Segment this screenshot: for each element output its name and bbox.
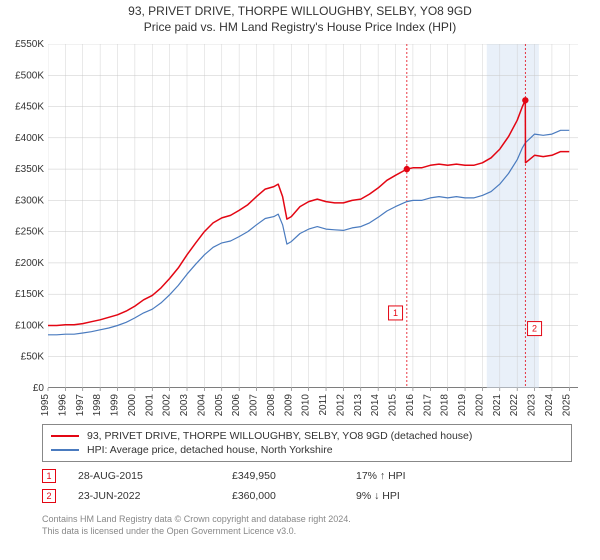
svg-text:2: 2 bbox=[532, 324, 537, 334]
svg-text:£400K: £400K bbox=[15, 133, 44, 144]
svg-text:2017: 2017 bbox=[422, 394, 433, 417]
legend-swatch bbox=[51, 449, 79, 451]
svg-text:£350K: £350K bbox=[15, 164, 44, 175]
svg-text:2008: 2008 bbox=[266, 394, 277, 417]
chart-title: 93, PRIVET DRIVE, THORPE WILLOUGHBY, SEL… bbox=[0, 4, 600, 18]
svg-text:2007: 2007 bbox=[249, 394, 260, 417]
svg-text:2022: 2022 bbox=[509, 394, 520, 417]
footer-line: Contains HM Land Registry data © Crown c… bbox=[42, 514, 572, 526]
legend-label: 93, PRIVET DRIVE, THORPE WILLOUGHBY, SEL… bbox=[87, 430, 472, 442]
svg-text:2004: 2004 bbox=[196, 394, 207, 417]
chart-subtitle: Price paid vs. HM Land Registry's House … bbox=[0, 20, 600, 34]
legend-item: HPI: Average price, detached house, Nort… bbox=[51, 443, 563, 457]
svg-text:2009: 2009 bbox=[283, 394, 294, 417]
sales-table: 1 28-AUG-2015 £349,950 17% ↑ HPI 2 23-JU… bbox=[42, 466, 572, 506]
svg-text:1999: 1999 bbox=[110, 394, 121, 417]
svg-text:2016: 2016 bbox=[405, 394, 416, 417]
legend-swatch bbox=[51, 435, 79, 437]
svg-text:£50K: £50K bbox=[21, 352, 45, 363]
svg-text:2020: 2020 bbox=[474, 394, 485, 417]
chart-container: 93, PRIVET DRIVE, THORPE WILLOUGHBY, SEL… bbox=[0, 0, 600, 560]
y-axis: £0£50K£100K£150K£200K£250K£300K£350K£400… bbox=[0, 36, 48, 396]
plot-svg: 12 bbox=[48, 44, 578, 388]
title-block: 93, PRIVET DRIVE, THORPE WILLOUGHBY, SEL… bbox=[0, 0, 600, 34]
svg-text:2015: 2015 bbox=[388, 394, 399, 417]
svg-text:£100K: £100K bbox=[15, 320, 44, 331]
svg-text:2005: 2005 bbox=[214, 394, 225, 417]
legend-item: 93, PRIVET DRIVE, THORPE WILLOUGHBY, SEL… bbox=[51, 429, 563, 443]
footer-line: This data is licensed under the Open Gov… bbox=[42, 526, 572, 538]
svg-text:£500K: £500K bbox=[15, 70, 44, 81]
svg-text:£200K: £200K bbox=[15, 258, 44, 269]
svg-text:2024: 2024 bbox=[544, 394, 555, 417]
sale-row: 2 23-JUN-2022 £360,000 9% ↓ HPI bbox=[42, 486, 572, 506]
svg-text:1995: 1995 bbox=[40, 394, 51, 417]
sale-change: 9% ↓ HPI bbox=[356, 490, 476, 502]
svg-text:2001: 2001 bbox=[144, 394, 155, 417]
sale-date: 23-JUN-2022 bbox=[78, 490, 228, 502]
svg-text:2018: 2018 bbox=[440, 394, 451, 417]
svg-text:2002: 2002 bbox=[162, 394, 173, 417]
svg-text:2011: 2011 bbox=[318, 394, 329, 416]
sale-marker-icon: 1 bbox=[42, 469, 56, 483]
svg-text:£550K: £550K bbox=[15, 39, 44, 50]
sale-row: 1 28-AUG-2015 £349,950 17% ↑ HPI bbox=[42, 466, 572, 486]
sale-price: £349,950 bbox=[232, 470, 352, 482]
sale-price: £360,000 bbox=[232, 490, 352, 502]
svg-text:£150K: £150K bbox=[15, 289, 44, 300]
svg-text:2025: 2025 bbox=[561, 394, 572, 417]
x-axis: 1995 1996 1997 1998 1999 2000 2001 2002 2003 2004… bbox=[40, 388, 586, 424]
svg-text:2023: 2023 bbox=[527, 394, 538, 417]
svg-text:1996: 1996 bbox=[57, 394, 68, 417]
svg-text:1: 1 bbox=[393, 308, 398, 318]
svg-text:2006: 2006 bbox=[231, 394, 242, 417]
svg-text:£450K: £450K bbox=[15, 102, 44, 113]
svg-text:1998: 1998 bbox=[92, 394, 103, 417]
legend-label: HPI: Average price, detached house, Nort… bbox=[87, 444, 333, 456]
legend: 93, PRIVET DRIVE, THORPE WILLOUGHBY, SEL… bbox=[42, 424, 572, 462]
svg-text:2019: 2019 bbox=[457, 394, 468, 417]
plot-area: 12 bbox=[48, 44, 578, 388]
footer: Contains HM Land Registry data © Crown c… bbox=[42, 514, 572, 537]
svg-text:2012: 2012 bbox=[335, 394, 346, 417]
svg-text:2013: 2013 bbox=[353, 394, 364, 417]
svg-text:2010: 2010 bbox=[301, 394, 312, 417]
svg-text:1997: 1997 bbox=[75, 394, 86, 417]
sale-change: 17% ↑ HPI bbox=[356, 470, 476, 482]
sale-marker-icon: 2 bbox=[42, 489, 56, 503]
svg-text:2000: 2000 bbox=[127, 394, 138, 417]
svg-text:£250K: £250K bbox=[15, 227, 44, 238]
svg-text:2014: 2014 bbox=[370, 394, 381, 417]
svg-text:2003: 2003 bbox=[179, 394, 190, 417]
svg-text:2021: 2021 bbox=[492, 394, 503, 417]
svg-text:£300K: £300K bbox=[15, 195, 44, 206]
sale-date: 28-AUG-2015 bbox=[78, 470, 228, 482]
